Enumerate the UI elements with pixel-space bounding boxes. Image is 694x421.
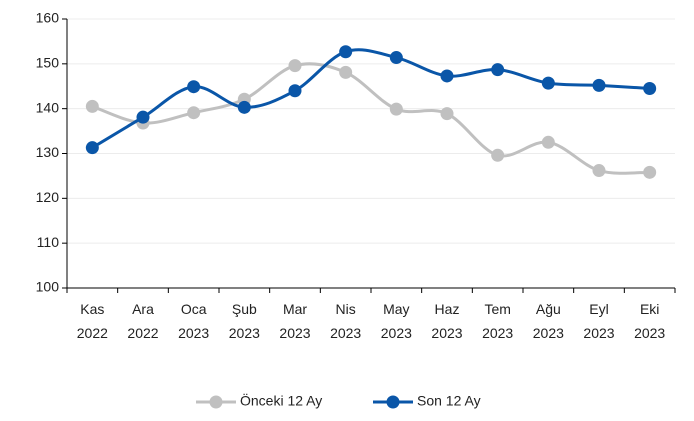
point xyxy=(187,80,201,94)
point xyxy=(643,81,657,95)
x-tick-label-line: 2023 xyxy=(330,325,361,341)
x-tick-label: Tem 2023 xyxy=(482,301,513,341)
x-tick-label: Haz 2023 xyxy=(431,301,462,341)
x-tick-label: Kas 2022 xyxy=(77,301,108,341)
x-tick-label: Mar 2023 xyxy=(279,301,310,341)
point xyxy=(187,106,201,120)
x-tick-label-line: Mar xyxy=(283,301,307,317)
x-tick-label-line: Kas xyxy=(80,301,104,317)
y-tick-label: 120 xyxy=(36,189,60,205)
point xyxy=(440,107,454,121)
legend-label: Son 12 Ay xyxy=(417,393,481,409)
x-tick-label: Ağu 2023 xyxy=(533,301,564,341)
x-tick-label-line: Oca xyxy=(181,301,207,317)
y-tick-label: 130 xyxy=(36,144,60,160)
x-tick-label-line: Ağu xyxy=(536,301,561,317)
x-tick-label: Nis 2023 xyxy=(330,301,361,341)
x-tick-label-line: 2023 xyxy=(482,325,513,341)
y-tick-label: 140 xyxy=(36,99,60,115)
x-tick-label-line: Şub xyxy=(232,301,257,317)
x-tick-label-line: 2022 xyxy=(127,325,158,341)
point xyxy=(491,148,505,162)
x-tick-label-line: Tem xyxy=(484,301,510,317)
x-tick-label-line: 2023 xyxy=(533,325,564,341)
x-tick-label-line: 2023 xyxy=(229,325,260,341)
x-tick-label-line: 2023 xyxy=(381,325,412,341)
point xyxy=(85,99,99,113)
x-tick-label: May 2023 xyxy=(381,301,412,341)
legend-label: Önceki 12 Ay xyxy=(240,392,322,409)
series-line xyxy=(91,48,650,149)
x-tick-label-line: 2023 xyxy=(431,325,462,341)
point xyxy=(541,76,555,90)
point xyxy=(85,141,99,155)
point xyxy=(288,59,302,73)
x-tick-label: Eki 2023 xyxy=(634,301,665,341)
point xyxy=(339,45,353,59)
x-tick-label-line: 2023 xyxy=(634,325,665,341)
x-tick-label: Şub 2023 xyxy=(229,301,260,341)
x-tick-label: Oca 2023 xyxy=(178,301,209,341)
y-tick-label: 160 xyxy=(36,10,60,26)
point xyxy=(592,78,606,92)
x-tick-label-line: Nis xyxy=(336,301,356,317)
x-tick-label-line: Ara xyxy=(132,301,154,317)
point xyxy=(541,135,555,149)
x-tick-label-line: 2023 xyxy=(279,325,310,341)
x-tick-label-line: Eki xyxy=(640,301,659,317)
point xyxy=(389,51,403,65)
x-tick-label-line: 2023 xyxy=(583,325,614,341)
point xyxy=(339,65,353,79)
x-tick-label-line: May xyxy=(383,301,409,317)
legend-marker xyxy=(386,395,400,409)
x-tick-label-line: Eyl xyxy=(589,301,608,317)
point xyxy=(592,164,606,178)
x-tick-label: Ara 2022 xyxy=(127,301,158,341)
x-tick-label-line: 2023 xyxy=(178,325,209,341)
y-tick-label: 100 xyxy=(36,279,60,295)
x-tick-label-line: Haz xyxy=(435,301,460,317)
point xyxy=(491,63,505,77)
y-tick-label: 150 xyxy=(36,55,60,71)
point xyxy=(643,165,657,179)
point xyxy=(440,69,454,83)
y-tick-label: 110 xyxy=(37,234,60,250)
legend-marker xyxy=(209,395,223,409)
x-tick-label: Eyl 2023 xyxy=(583,301,614,341)
point xyxy=(136,110,150,124)
point xyxy=(237,100,251,114)
point xyxy=(288,84,302,98)
point xyxy=(389,102,403,116)
x-tick-label-line: 2022 xyxy=(77,325,108,341)
series-line xyxy=(91,62,650,175)
